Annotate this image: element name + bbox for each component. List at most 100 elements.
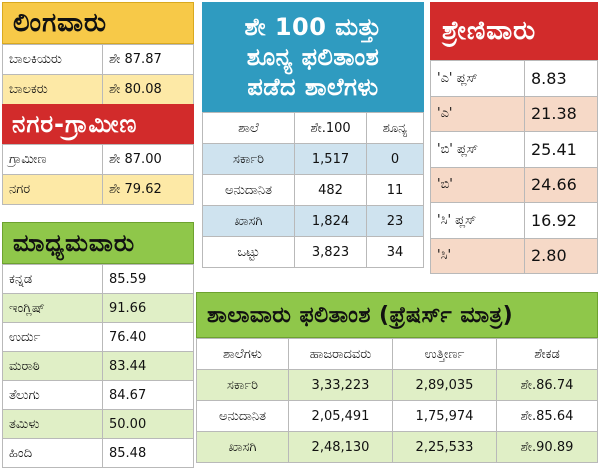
- column-header: ಶೇ.100: [294, 112, 367, 144]
- row-value: 3,33,223: [288, 369, 393, 401]
- row-value: 2,48,130: [288, 431, 393, 463]
- table-row: ಹಿಂದಿ 85.48: [2, 438, 194, 468]
- row-value: 23: [366, 205, 424, 237]
- school-result-table: ಶಾಲೆಗಳು ಹಾಜರಾದವರು ಉತ್ತೀರ್ಣ ಶೇಕಡ ಸರ್ಕಾರಿ …: [196, 338, 598, 463]
- row-value: 16.92: [524, 202, 598, 239]
- column-header: ಶೂನ್ಯ: [366, 112, 424, 144]
- gender-panel: ಲಿಂಗವಾರು ಬಾಲಕಿಯರು ಶೇ 87.87 ಬಾಲಕರು ಶೇ 80.…: [2, 2, 194, 105]
- table-row: ಅನುದಾನಿತ 2,05,491 1,75,974 ಶೇ.85.64: [196, 400, 598, 432]
- row-label: ಸರ್ಕಾರಿ: [196, 369, 289, 401]
- zero-hundred-title: ಶೇ 100 ಮತ್ತು ಶೂನ್ಯ ಫಲಿತಾಂಶ ಪಡೆದ ಶಾಲೆಗಳು: [202, 2, 424, 112]
- table-row: ಖಾಸಗಿ 2,48,130 2,25,533 ಶೇ.90.89: [196, 431, 598, 463]
- row-value: 24.66: [524, 166, 598, 203]
- zero-hundred-title-line3: ಪಡೆದ ಶಾಲೆಗಳು: [247, 73, 379, 101]
- row-value: 25.41: [524, 131, 598, 168]
- row-value: 85.48: [102, 438, 194, 468]
- column-header: ಶಾಲೆ: [202, 112, 295, 144]
- urban-rural-panel: ನಗರ-ಗ್ರಾಮೀಣ ಗ್ರಾಮೀಣ ಶೇ 87.00 ನಗರ ಶೇ 79.6…: [2, 104, 194, 205]
- row-value: 0: [366, 143, 424, 175]
- row-label: 'ಸಿ': [430, 237, 525, 274]
- row-value: 2,05,491: [288, 400, 393, 432]
- urban-rural-table: ಗ್ರಾಮೀಣ ಶೇ 87.00 ನಗರ ಶೇ 79.62: [2, 144, 194, 205]
- row-label: ಖಾಸಗಿ: [202, 205, 295, 237]
- row-label: ನಗರ: [2, 174, 103, 205]
- row-label: ಖಾಸಗಿ: [196, 431, 289, 463]
- row-value: 50.00: [102, 409, 194, 439]
- row-value: 76.40: [102, 322, 194, 352]
- row-label: 'ಬಿ': [430, 166, 525, 203]
- table-row: 'ಬಿ' 24.66: [430, 166, 598, 203]
- row-value: 11: [366, 174, 424, 206]
- row-value: 2.80: [524, 237, 598, 274]
- row-value: 8.83: [524, 60, 598, 97]
- table-row: ಮರಾಠಿ 83.44: [2, 351, 194, 381]
- row-label: ಕನ್ನಡ: [2, 264, 103, 294]
- zero-hundred-title-line2: ಶೂನ್ಯ ಫಲಿತಾಂಶ: [246, 43, 380, 71]
- row-value: ಶೇ.86.74: [496, 369, 598, 401]
- table-row: ಕನ್ನಡ 85.59: [2, 264, 194, 294]
- school-result-title: ಶಾಲಾವಾರು ಫಲಿತಾಂಶ (ಫ್ರೆಷರ್ಸ್ ಮಾತ್ರ): [196, 292, 598, 338]
- table-row: ಬಾಲಕರು ಶೇ 80.08: [2, 74, 194, 105]
- row-value: 91.66: [102, 293, 194, 323]
- table-row: ಉರ್ದು 76.40: [2, 322, 194, 352]
- row-label: 'ಎ': [430, 95, 525, 132]
- row-value: 85.59: [102, 264, 194, 294]
- row-label: 'ಬಿ' ಪ್ಲಸ್: [430, 131, 525, 168]
- row-label: ಅನುದಾನಿತ: [196, 400, 289, 432]
- table-row: ಒಟ್ಟು 3,823 34: [202, 236, 424, 268]
- grade-panel: ಶ್ರೇಣಿವಾರು 'ಎ' ಪ್ಲಸ್ 8.83 'ಎ' 21.38 'ಬಿ'…: [430, 2, 598, 278]
- table-header-row: ಶಾಲೆಗಳು ಹಾಜರಾದವರು ಉತ್ತೀರ್ಣ ಶೇಕಡ: [196, 338, 598, 370]
- table-row: 'ಎ' ಪ್ಲಸ್ 8.83: [430, 60, 598, 97]
- gender-title: ಲಿಂಗವಾರು: [2, 2, 194, 44]
- row-value: 84.67: [102, 380, 194, 410]
- column-header: ಹಾಜರಾದವರು: [288, 338, 393, 370]
- row-value: 1,517: [294, 143, 367, 175]
- table-row: 'ಎ' 21.38: [430, 95, 598, 132]
- table-row: ನಗರ ಶೇ 79.62: [2, 174, 194, 205]
- row-label: ಹಿಂದಿ: [2, 438, 103, 468]
- table-header-row: ಶಾಲೆ ಶೇ.100 ಶೂನ್ಯ: [202, 112, 424, 144]
- row-label: 'ಸಿ' ಪ್ಲಸ್: [430, 202, 525, 239]
- table-row: ತೆಲುಗು 84.67: [2, 380, 194, 410]
- row-value: 2,25,533: [392, 431, 497, 463]
- row-label: ಬಾಲಕರು: [2, 74, 103, 105]
- column-header: ಶೇಕಡ: [496, 338, 598, 370]
- school-result-panel: ಶಾಲಾವಾರು ಫಲಿತಾಂಶ (ಫ್ರೆಷರ್ಸ್ ಮಾತ್ರ) ಶಾಲೆಗ…: [196, 292, 598, 468]
- table-row: 'ಸಿ' ಪ್ಲಸ್ 16.92: [430, 202, 598, 239]
- row-value: ಶೇ 80.08: [102, 74, 194, 105]
- row-label: ಒಟ್ಟು: [202, 236, 295, 268]
- table-row: ಅನುದಾನಿತ 482 11: [202, 174, 424, 206]
- row-value: 83.44: [102, 351, 194, 381]
- table-row: ಗ್ರಾಮೀಣ ಶೇ 87.00: [2, 144, 194, 175]
- row-value: 21.38: [524, 95, 598, 132]
- row-value: ಶೇ 79.62: [102, 174, 194, 205]
- table-row: 'ಬಿ' ಪ್ಲಸ್ 25.41: [430, 131, 598, 168]
- row-value: 1,75,974: [392, 400, 497, 432]
- grade-title: ಶ್ರೇಣಿವಾರು: [430, 2, 598, 60]
- zero-hundred-table: ಶಾಲೆ ಶೇ.100 ಶೂನ್ಯ ಸರ್ಕಾರಿ 1,517 0 ಅನುದಾನ…: [202, 112, 424, 268]
- table-row: 'ಸಿ' 2.80: [430, 237, 598, 274]
- row-label: ಗ್ರಾಮೀಣ: [2, 144, 103, 175]
- row-label: 'ಎ' ಪ್ಲಸ್: [430, 60, 525, 97]
- urban-rural-title: ನಗರ-ಗ್ರಾಮೀಣ: [2, 104, 194, 144]
- zero-hundred-panel: ಶೇ 100 ಮತ್ತು ಶೂನ್ಯ ಫಲಿತಾಂಶ ಪಡೆದ ಶಾಲೆಗಳು …: [202, 2, 424, 278]
- row-value: 34: [366, 236, 424, 268]
- table-row: ತಮಿಳು 50.00: [2, 409, 194, 439]
- row-value: 3,823: [294, 236, 367, 268]
- row-label: ಅನುದಾನಿತ: [202, 174, 295, 206]
- medium-panel: ಮಾಧ್ಯಮವಾರು ಕನ್ನಡ 85.59 ಇಂಗ್ಲಿಷ್ 91.66 ಉರ…: [2, 222, 194, 468]
- row-value: ಶೇ 87.87: [102, 44, 194, 75]
- row-value: ಶೇ.85.64: [496, 400, 598, 432]
- table-row: ಇಂಗ್ಲಿಷ್ 91.66: [2, 293, 194, 323]
- column-header: ಶಾಲೆಗಳು: [196, 338, 289, 370]
- row-value: ಶೇ 87.00: [102, 144, 194, 175]
- grade-table: 'ಎ' ಪ್ಲಸ್ 8.83 'ಎ' 21.38 'ಬಿ' ಪ್ಲಸ್ 25.4…: [430, 60, 598, 274]
- table-row: ಸರ್ಕಾರಿ 3,33,223 2,89,035 ಶೇ.86.74: [196, 369, 598, 401]
- zero-hundred-title-line1: ಶೇ 100 ಮತ್ತು: [244, 13, 382, 41]
- row-label: ತಮಿಳು: [2, 409, 103, 439]
- row-label: ತೆಲುಗು: [2, 380, 103, 410]
- table-row: ಬಾಲಕಿಯರು ಶೇ 87.87: [2, 44, 194, 75]
- row-label: ಇಂಗ್ಲಿಷ್: [2, 293, 103, 323]
- medium-table: ಕನ್ನಡ 85.59 ಇಂಗ್ಲಿಷ್ 91.66 ಉರ್ದು 76.40 ಮ…: [2, 264, 194, 468]
- row-value: 2,89,035: [392, 369, 497, 401]
